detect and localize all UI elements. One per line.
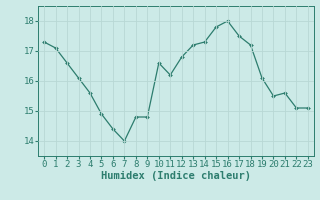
X-axis label: Humidex (Indice chaleur): Humidex (Indice chaleur) xyxy=(101,171,251,181)
